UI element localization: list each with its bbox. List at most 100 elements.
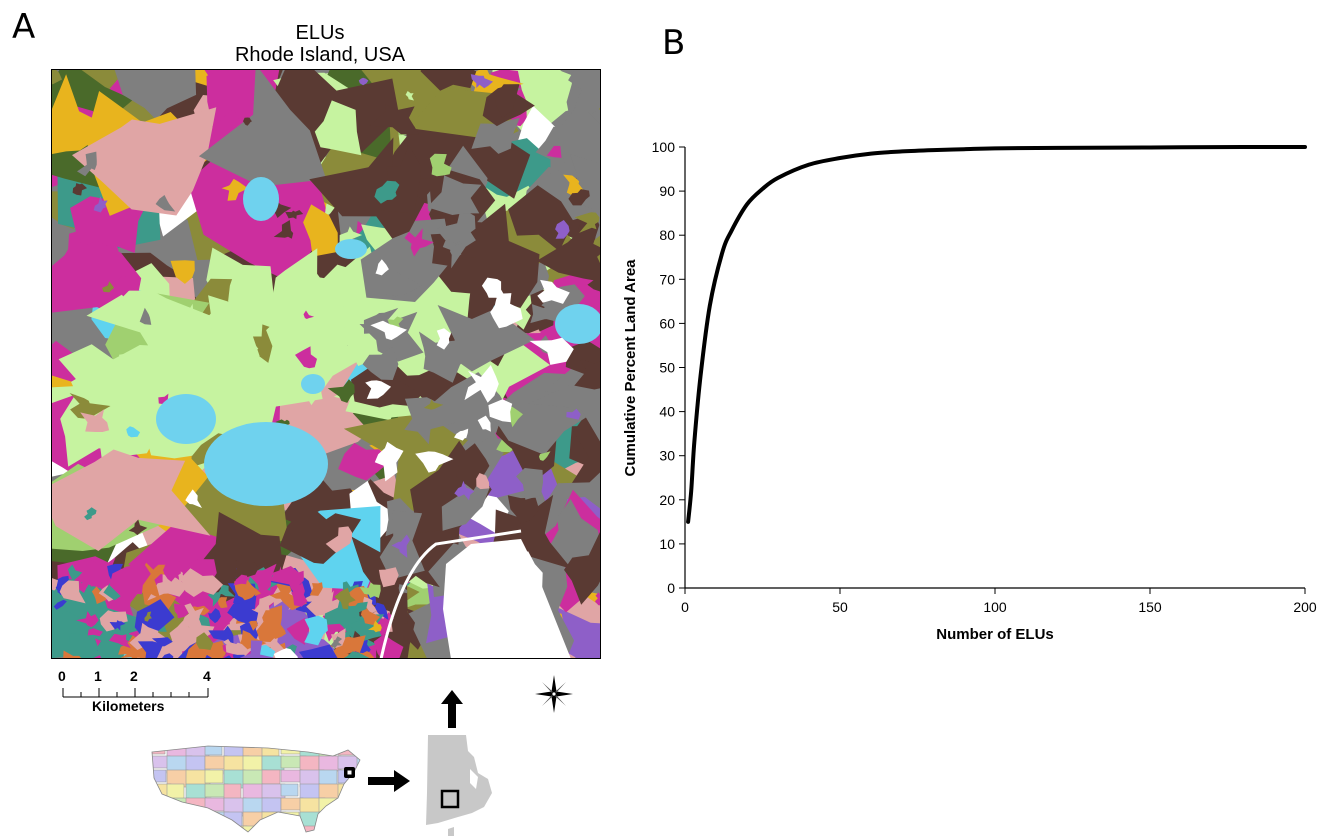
rhode-island-locator-map — [426, 735, 492, 836]
land-unit-patch — [306, 590, 339, 618]
land-unit-patch — [566, 408, 581, 420]
arrow-up-icon — [441, 690, 463, 728]
land-unit-patch — [243, 117, 252, 126]
land-unit-patch — [378, 567, 399, 588]
land-unit-patch — [115, 275, 138, 297]
us-state-shape — [204, 746, 223, 756]
land-unit-patch — [217, 597, 228, 609]
land-unit-patch — [529, 337, 574, 365]
land-unit-patch — [84, 507, 97, 521]
land-unit-patch — [207, 591, 222, 607]
land-unit-patch — [454, 480, 475, 501]
land-unit-patch — [67, 564, 83, 581]
x-tick-label: 0 — [681, 599, 689, 615]
land-unit-patch — [298, 644, 338, 659]
land-unit-patch — [516, 468, 544, 500]
water-body — [555, 304, 601, 344]
map-title-line1: ELUs — [295, 22, 345, 44]
land-unit-patch — [338, 442, 391, 481]
land-unit-patch — [233, 574, 248, 586]
us-state-shape — [166, 825, 191, 832]
land-unit-patch — [59, 580, 86, 604]
y-tick-label: 60 — [659, 315, 675, 331]
land-unit-patch — [109, 620, 126, 631]
land-unit-patch — [333, 638, 352, 656]
us-state-shape — [280, 769, 303, 783]
us-state-shape — [356, 746, 360, 761]
us-state-shape — [152, 797, 168, 811]
land-unit-patch — [594, 592, 601, 606]
usa-locator-map — [151, 745, 361, 833]
us-state-shape — [356, 825, 360, 832]
land-unit-patch — [454, 428, 469, 441]
rhode-island-study-area-box — [440, 789, 460, 809]
land-unit-patch — [481, 277, 507, 299]
y-tick-label: 30 — [659, 448, 675, 464]
map-title: ELUs Rhode Island, USA — [140, 22, 500, 66]
land-unit-patch — [442, 238, 465, 258]
land-unit-patch — [208, 608, 221, 624]
land-unit-patch — [420, 69, 477, 91]
y-tick-label: 40 — [659, 404, 675, 420]
scale-tick-label-2: 2 — [130, 668, 138, 684]
land-unit-patch — [363, 596, 378, 614]
land-unit-patch — [418, 331, 472, 383]
us-state-shape — [204, 797, 225, 812]
land-unit-patch — [63, 650, 83, 659]
land-unit-patch — [80, 409, 110, 432]
land-unit-patch — [295, 346, 317, 369]
us-state-shape — [185, 811, 208, 828]
land-unit-patch — [155, 195, 176, 212]
us-state-shape — [204, 755, 228, 770]
us-state-shape — [242, 755, 263, 773]
land-unit-patch — [109, 563, 151, 605]
scale-unit-label: Kilometers — [92, 698, 165, 714]
y-tick-label: 90 — [659, 183, 675, 199]
land-unit-patch — [546, 145, 562, 158]
us-state-shape — [318, 825, 340, 832]
land-unit-patch — [233, 559, 259, 579]
land-unit-patch — [128, 519, 148, 536]
land-unit-patch — [405, 91, 414, 101]
land-unit-patch — [180, 568, 224, 597]
scale-tick-label-4: 4 — [203, 668, 211, 684]
water-body — [204, 422, 328, 506]
land-unit-patch — [137, 641, 164, 659]
arrow-right-icon — [368, 770, 410, 792]
us-state-shape — [318, 769, 338, 786]
water-body — [243, 177, 279, 221]
land-unit-patch — [181, 603, 204, 628]
land-unit-patch — [51, 449, 211, 551]
us-state-shape — [280, 746, 302, 755]
land-unit-patch — [288, 299, 347, 351]
us-state-shape — [242, 825, 261, 832]
cumulative-area-chart: 0 10 20 30 40 50 60 70 80 90 100 0 50 100 150 200 Numbe… — [622, 139, 1317, 643]
land-unit-patch — [495, 84, 520, 119]
land-unit-patch — [359, 582, 381, 598]
us-state-shape — [185, 755, 206, 772]
land-unit-patch — [441, 482, 490, 531]
land-unit-patch — [228, 267, 281, 337]
land-unit-patch — [471, 117, 520, 154]
x-tick-label: 100 — [983, 599, 1007, 615]
y-tick-label: 10 — [659, 536, 675, 552]
us-state-shape — [318, 811, 344, 828]
land-unit-patch — [470, 74, 493, 89]
scale-tick-label-1: 1 — [94, 668, 102, 684]
land-unit-patch — [539, 451, 551, 461]
cumulative-area-line — [686, 144, 1307, 524]
land-unit-patch — [102, 281, 115, 293]
water-body — [335, 239, 367, 259]
land-unit-patch — [196, 632, 214, 650]
land-unit-patch — [72, 107, 217, 216]
us-state-shape — [152, 755, 171, 769]
land-unit-patch — [227, 594, 259, 624]
y-tick-label: 50 — [659, 360, 675, 376]
us-state-shape — [204, 769, 224, 784]
land-unit-patch — [564, 531, 601, 605]
land-unit-patch — [69, 393, 111, 419]
land-unit-patch — [309, 137, 426, 239]
land-unit-patch — [507, 495, 540, 524]
land-unit-patch — [273, 648, 298, 659]
land-unit-patch — [151, 637, 173, 647]
